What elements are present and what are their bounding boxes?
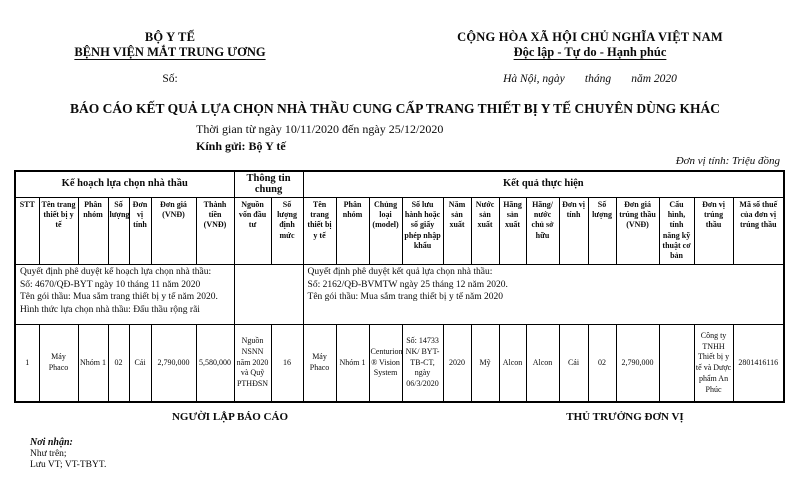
column-group-header: Kết quả thực hiện — [302, 170, 785, 198]
note-line: Hình thức lựa chọn nhà thầu: Đấu thầu rộ… — [20, 305, 200, 316]
decision-note-row: Quyết định phê duyệt kế hoạch lựa chọn n… — [14, 263, 785, 325]
column-header: Phân nhóm — [335, 196, 370, 265]
place-date-line: Hà Nội, ngày tháng năm 2020 — [503, 73, 677, 85]
column-header: Thành tiền (VNĐ) — [195, 196, 235, 265]
parent-org-name: BỘ Y TẾ — [144, 30, 196, 44]
column-header: Phân nhóm — [77, 196, 109, 265]
column-header: Đơn giá (VNĐ) — [150, 196, 197, 265]
document-number-label: Số: — [162, 73, 178, 85]
column-header: Đơn vị tính — [558, 196, 589, 265]
note-line: Quyết định phê duyệt kết quả lựa chọn nh… — [307, 266, 493, 277]
table-cell: 16 — [270, 323, 304, 403]
table-cell: Máy Phaco — [38, 323, 79, 403]
note-line: Quyết định phê duyệt kế hoạch lựa chọn n… — [20, 266, 212, 277]
table-cell: 2020 — [442, 323, 472, 403]
table-cell — [658, 323, 695, 403]
column-header: Tên trang thiết bị y tế — [38, 196, 79, 265]
table-cell: Cái — [128, 323, 152, 403]
recipient-line: Lưu VT; VT-TBYT. — [30, 460, 107, 471]
column-header: Số lưu hành hoặc số giấy phép nhập khẩu — [401, 196, 444, 265]
table-cell: Nguồn NSNN năm 2020 và Quỹ PTHĐSN — [233, 323, 272, 403]
column-header: Nguồn vốn đầu tư — [233, 196, 272, 265]
recipient-line: Như trên; — [30, 449, 67, 460]
column-header: Năm sản xuất — [442, 196, 472, 265]
preparer-signature-title: NGƯỜI LẬP BÁO CÁO — [171, 411, 288, 424]
column-header: Số lượng — [107, 196, 130, 265]
note-line: Số: 4670/QĐ-BYT ngày 10 tháng 11 năm 202… — [20, 279, 201, 290]
note-line: Số: 2162/QĐ-BVMTW ngày 25 tháng 12 năm 2… — [307, 279, 508, 290]
table-cell: 02 — [587, 323, 617, 403]
table-cell: Alcon — [498, 323, 527, 403]
table-cell: Alcon — [525, 323, 560, 403]
column-header: Hãng/ nước chủ sở hữu — [525, 196, 560, 265]
column-header: STT — [14, 196, 40, 265]
table-cell: Cái — [558, 323, 589, 403]
table-cell: Công ty TNHH Thiết bị y tế và Dược phẩm … — [693, 323, 734, 403]
column-header: Mã số thuế của đơn vị trúng thầu — [732, 196, 785, 265]
national-motto: Độc lập - Tự do - Hạnh phúc — [513, 45, 667, 59]
signature-row: NGƯỜI LẬP BÁO CÁO THỦ TRƯỞNG ĐƠN VỊ — [0, 411, 790, 423]
table-cell: 1 — [14, 323, 40, 403]
recipients-label: Nơi nhận: — [30, 437, 73, 449]
column-header: Số lượng — [587, 196, 617, 265]
column-group-header: Thông tin chung — [233, 170, 304, 198]
note-line: Tên gói thầu: Mua sắm trang thiết bị y t… — [307, 292, 504, 303]
column-header: Đơn vị tính — [128, 196, 152, 265]
country-name: CỘNG HÒA XÃ HỘI CHỦ NGHĨA VIỆT NAM — [457, 30, 723, 44]
column-header: Đơn vị trúng thầu — [693, 196, 734, 265]
column-header: Nước sản xuất — [470, 196, 500, 265]
column-header: Đơn giá trúng thầu (VNĐ) — [615, 196, 660, 265]
plan-approval-note: Quyết định phê duyệt kế hoạch lựa chọn n… — [14, 263, 235, 325]
column-header: Cấu hình, tính năng kỹ thuật cơ bản — [658, 196, 695, 265]
table-cell: Số: 14733 NK/ BYT-TB-CT, ngày 06/3/2020 — [401, 323, 444, 403]
issuing-org-block: BỘ Y TẾ BỆNH VIỆN MẮT TRUNG ƯƠNG — [5, 30, 335, 60]
table-row: 1 Máy Phaco Nhóm 1 02 Cái 2,790,000 5,580,000 N… — [14, 323, 785, 403]
column-group-header: Kế hoạch lựa chọn nhà thầu — [14, 170, 235, 198]
column-header: Hãng sản xuất — [498, 196, 527, 265]
report-recipient: Kính gửi: Bộ Y tế — [196, 139, 286, 153]
result-approval-note: Quyết định phê duyệt kết quả lựa chọn nh… — [302, 263, 785, 325]
table-cell: Centurion ® Vision System — [368, 323, 403, 403]
column-header: Số lượng định mức — [270, 196, 304, 265]
national-motto-block: CỘNG HÒA XÃ HỘI CHỦ NGHĨA VIỆT NAM Độc l… — [395, 30, 785, 60]
table-cell: 02 — [107, 323, 130, 403]
table-cell: 2,790,000 — [150, 323, 197, 403]
table-cell: Mỹ — [470, 323, 500, 403]
table-cell: 2801416116 — [732, 323, 785, 403]
table-group-header-row: Kế hoạch lựa chọn nhà thầu Thông tin chun… — [14, 170, 785, 198]
head-of-unit-signature-title: THỦ TRƯỞNG ĐƠN VỊ — [566, 411, 684, 424]
table-cell: Nhóm 1 — [77, 323, 109, 403]
column-header: Tên trang thiết bị y tế — [302, 196, 337, 265]
recipients-block: Nơi nhận: Như trên; Lưu VT; VT-TBYT. — [30, 437, 790, 470]
table-cell: Máy Phaco — [302, 323, 337, 403]
table-cell: Nhóm 1 — [335, 323, 370, 403]
report-title: BÁO CÁO KẾT QUẢ LỰA CHỌN NHÀ THẦU CUNG C… — [70, 101, 720, 116]
report-period: Thời gian từ ngày 10/11/2020 đến ngày 25… — [196, 122, 444, 136]
header-sub-row: Số: Hà Nội, ngày tháng năm 2020 — [0, 73, 790, 85]
table-column-header-row: STT Tên trang thiết bị y tế Phân nhóm Số lư… — [14, 196, 785, 265]
report-table: Kế hoạch lựa chọn nhà thầu Thông tin chun… — [14, 170, 786, 404]
empty-cell — [233, 263, 304, 325]
table-cell: 5,580,000 — [195, 323, 235, 403]
national-header: BỘ Y TẾ BỆNH VIỆN MẮT TRUNG ƯƠNG CỘNG HÒ… — [0, 30, 790, 60]
table-cell: 2,790,000 — [615, 323, 660, 403]
currency-unit-note: Đơn vị tính: Triệu đồng — [675, 155, 780, 167]
column-header: Chủng loại (model) — [368, 196, 403, 265]
note-line: Tên gói thầu: Mua sắm trang thiết bị y t… — [20, 292, 218, 303]
org-name: BỆNH VIỆN MẮT TRUNG ƯƠNG — [74, 45, 266, 59]
